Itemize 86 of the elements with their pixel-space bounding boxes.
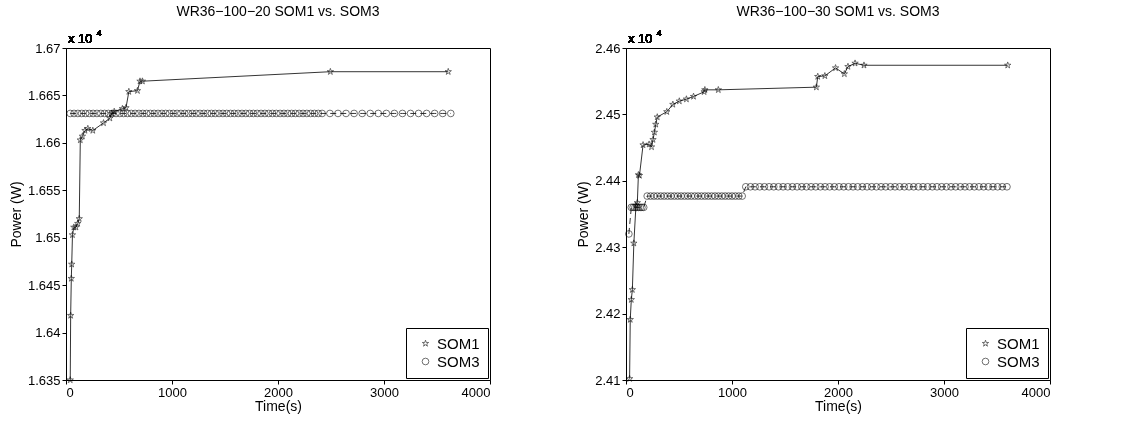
point <box>133 86 142 94</box>
x-axis-title: Time(s) <box>255 397 302 414</box>
x-tick-label: 0 <box>66 384 74 400</box>
point <box>84 124 92 132</box>
x-tick-label: 4000 <box>461 384 491 400</box>
point <box>812 83 820 91</box>
y-tick-label: 2.41 <box>595 372 621 388</box>
point <box>444 67 452 75</box>
point <box>630 239 638 247</box>
x-tick-label: 2000 <box>824 384 853 400</box>
point <box>851 59 859 67</box>
point <box>125 87 133 95</box>
point <box>66 376 74 384</box>
x-tick-label: 2000 <box>264 384 293 400</box>
point <box>860 61 868 69</box>
point <box>714 86 722 93</box>
point <box>110 107 118 115</box>
point <box>68 260 76 268</box>
y-tick-label: 1.67 <box>35 40 61 56</box>
y-tick-label: 1.64 <box>35 325 61 341</box>
point <box>626 315 634 323</box>
point <box>68 231 77 238</box>
point <box>76 136 84 144</box>
point <box>136 77 144 85</box>
y-tick-label: 1.635 <box>27 372 61 388</box>
y-tick-label: 2.42 <box>595 306 621 322</box>
point <box>627 295 635 303</box>
y-tick-label: 2.46 <box>595 40 621 56</box>
point <box>633 198 641 206</box>
point <box>669 100 677 108</box>
point <box>650 128 658 136</box>
point <box>682 95 691 103</box>
point <box>821 72 829 80</box>
y-tick-label: 2.45 <box>595 106 621 122</box>
point <box>106 114 114 122</box>
point <box>844 62 852 70</box>
point <box>99 119 108 127</box>
point <box>626 374 634 382</box>
chart-title: WR36−100−20 SOM1 vs. SOM3 <box>176 3 380 19</box>
legend-label: SOM1 <box>437 334 480 352</box>
point <box>326 67 334 75</box>
point <box>647 143 656 151</box>
y-tick-label: 1.645 <box>27 277 61 293</box>
point <box>78 132 87 140</box>
legend-label: SOM3 <box>997 352 1040 370</box>
x-tick-label: 0 <box>626 384 634 400</box>
legend-label: SOM1 <box>997 334 1040 352</box>
point <box>652 120 660 128</box>
y-tick-label: 2.43 <box>595 239 621 255</box>
point <box>67 274 75 282</box>
chart-title: WR36−100−30 SOM1 vs. SOM3 <box>736 3 940 19</box>
y-axis-title: Power (W) <box>7 181 24 248</box>
point <box>675 97 683 105</box>
x-tick-label: 1000 <box>158 384 187 400</box>
y-tick-label: 1.65 <box>35 230 61 246</box>
point <box>122 104 130 111</box>
point <box>118 104 126 112</box>
point <box>89 126 97 134</box>
point <box>689 92 698 100</box>
point <box>138 77 147 85</box>
point <box>81 126 89 134</box>
legend-label: SOM3 <box>437 352 480 370</box>
y-tick-label: 2.44 <box>595 173 621 189</box>
point <box>653 113 661 121</box>
x-axis-title: Time(s) <box>815 397 862 414</box>
y-tick-label: 1.665 <box>27 87 61 103</box>
y-tick-label: 1.655 <box>27 182 61 198</box>
point <box>628 285 636 293</box>
point <box>74 219 82 227</box>
point <box>67 311 75 319</box>
point <box>645 140 653 148</box>
point <box>639 141 647 149</box>
point <box>75 214 83 222</box>
x-tick-label: 3000 <box>930 384 959 400</box>
x-tick-label: 1000 <box>718 384 747 400</box>
point <box>108 109 116 118</box>
y-tick-label: 1.66 <box>35 135 61 151</box>
x-tick-label: 4000 <box>1021 384 1051 400</box>
point <box>1004 61 1012 69</box>
point <box>831 64 840 72</box>
y-axis-title: Power (W) <box>575 181 592 248</box>
point <box>840 70 848 78</box>
point <box>814 72 822 80</box>
point <box>663 107 671 115</box>
point <box>649 135 657 143</box>
x-tick-label: 3000 <box>370 384 399 400</box>
